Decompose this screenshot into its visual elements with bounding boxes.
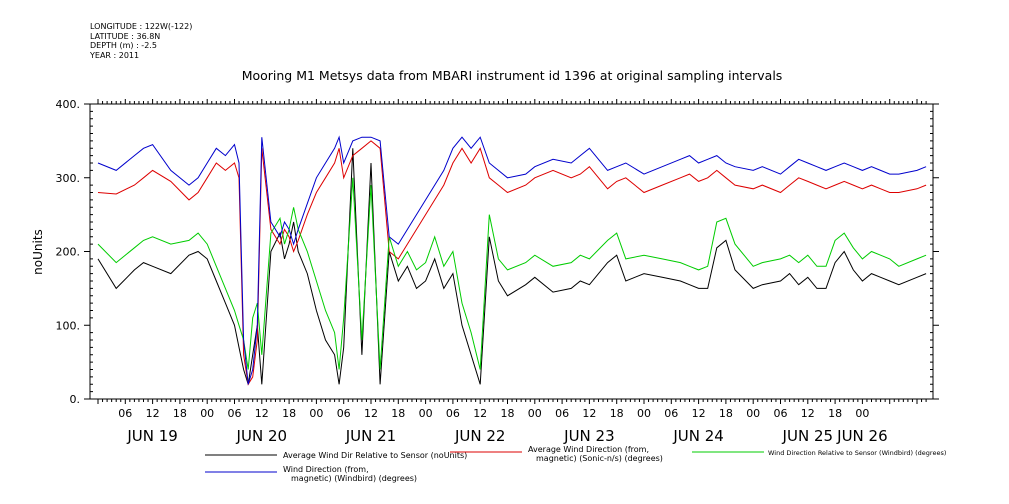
series-lines [97,135,927,386]
series-line-1 [97,148,927,385]
legend-label-4-line2: magnetic) (Windbird) (degrees) [291,474,417,483]
x-hour-label: 06 [774,407,788,420]
legend-label-3: Wind Direction Relative to Sensor (Windb… [768,449,946,457]
x-hour-label: 00 [419,407,433,420]
x-hour-label: 06 [446,407,460,420]
y-tick-label: 100. [56,319,81,332]
x-hour-label: 06 [228,407,242,420]
y-axis-label: noUnits [31,229,45,275]
x-hour-label: 12 [801,407,815,420]
x-hour-label: 00 [309,407,323,420]
legend: Average Wind Dir Relative to Sensor (noU… [205,445,946,483]
y-axis: 0. 100. 200. 300. 400. [56,98,939,406]
series-line-3 [97,177,927,370]
x-hour-label: 00 [746,407,760,420]
x-hour-label: 00 [528,407,542,420]
x-hour-label: 18 [282,407,296,420]
x-day-label: JUN 20 [236,427,287,445]
x-day-label: JUN 23 [563,427,614,445]
y-tick-label: 200. [56,246,81,259]
legend-label-2: Average Wind Direction (from, [528,445,649,454]
x-day-label: JUN 26 [836,427,887,445]
x-hour-label: 18 [610,407,624,420]
legend-label-1: Average Wind Dir Relative to Sensor (noU… [283,451,467,460]
y-tick-label: 300. [56,172,81,185]
x-hour-label: 00 [637,407,651,420]
longitude-label: LONGITUDE : 122W(-122) [90,22,193,31]
x-hour-label: 12 [582,407,596,420]
y-tick-label: 400. [56,98,81,111]
x-day-label: JUN 19 [126,427,177,445]
series-line-4 [97,135,927,385]
x-hour-label: 00 [855,407,869,420]
x-day-label: JUN 22 [454,427,505,445]
y-tick-label: 0. [70,393,81,406]
x-day-label: JUN 21 [345,427,396,445]
x-hour-label: 18 [391,407,405,420]
x-hour-label: 18 [501,407,515,420]
chart-title: Mooring M1 Metsys data from MBARI instru… [242,68,783,83]
latitude-label: LATITUDE : 36.8N [90,31,161,41]
x-hour-label: 06 [664,407,678,420]
year-label: YEAR : 2011 [90,50,140,60]
x-hour-label: 12 [473,407,487,420]
legend-label-4: Wind Direction (from, [283,465,369,474]
x-hour-label: 18 [828,407,842,420]
x-axis: 06 12 18 00 06 12 18 00 06 12 18 00 06 12 18 00 06 12 18 00… [97,99,927,445]
x-hour-label: 06 [118,407,132,420]
x-hour-label: 06 [555,407,569,420]
metadata-block: LONGITUDE : 122W(-122) LATITUDE : 36.8N … [90,22,192,60]
depth-label: DEPTH (m) : -2.5 [90,41,157,50]
x-day-label: JUN 24 [672,427,723,445]
series-line-2 [97,140,927,386]
x-hour-label: 18 [173,407,187,420]
x-hour-label: 12 [146,407,160,420]
x-day-label: JUN 25 [782,427,833,445]
legend-label-2-line2: magnetic) (Sonic-n/s) (degrees) [536,454,663,463]
x-hour-label: 12 [255,407,269,420]
x-hour-label: 18 [719,407,733,420]
x-hour-label: 12 [364,407,378,420]
x-hour-label: 06 [337,407,351,420]
x-hour-label: 12 [692,407,706,420]
x-hour-label: 00 [200,407,214,420]
